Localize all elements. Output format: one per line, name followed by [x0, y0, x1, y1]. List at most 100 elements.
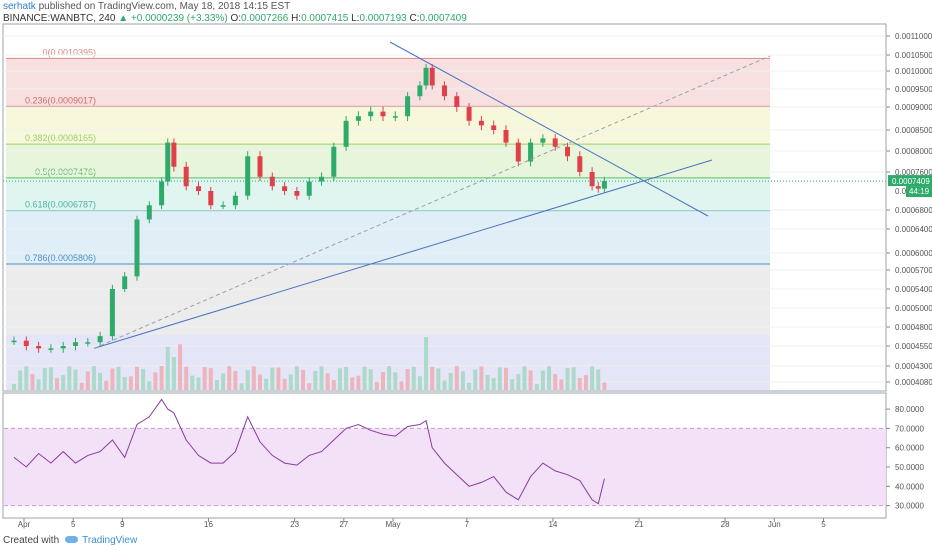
volume-bar: [442, 380, 447, 390]
candle-body: [220, 205, 226, 207]
tradingview-logo-text[interactable]: TradingView: [82, 535, 138, 546]
volume-bar: [510, 379, 515, 390]
volume-bar: [540, 370, 545, 390]
volume-bar: [48, 367, 53, 390]
price-tick-label: 0.0004800: [895, 323, 932, 332]
volume-bar: [85, 371, 90, 390]
volume-bar: [467, 382, 472, 390]
tradingview-cloud-icon: [65, 535, 79, 543]
volume-bar: [165, 346, 170, 390]
volume-bar: [264, 378, 269, 390]
created-with-text: Created with: [3, 535, 60, 546]
candle-body: [343, 120, 349, 147]
change-value: +0.0000239 (+3.33%): [130, 13, 228, 24]
volume-bar: [577, 378, 582, 390]
volume-bar: [590, 366, 595, 390]
candle-body: [552, 138, 558, 147]
candle-body: [454, 96, 460, 107]
volume-bar: [417, 376, 422, 390]
volume-bar: [454, 366, 459, 390]
candle-body: [257, 156, 263, 177]
candle-body: [269, 176, 275, 187]
candle-body: [429, 67, 435, 86]
fib-level-label: 0.786(0.0005806): [25, 253, 96, 263]
high-label: H:: [291, 13, 302, 24]
close-value: 0.0007409: [419, 13, 467, 24]
last-price-badge: [888, 175, 932, 187]
fib-level-label: 0.618(0.0006787): [25, 200, 96, 210]
author-link[interactable]: serhatk: [3, 1, 36, 12]
fib-level-label: 0(0.0010395): [42, 47, 96, 57]
time-tick-label: 23: [290, 520, 299, 529]
volume-bar: [571, 367, 576, 390]
price-tick-label: 0.0006800: [895, 206, 932, 215]
price-tick-label: 0.0010500: [895, 51, 932, 60]
candle-body: [134, 219, 140, 277]
rsi-tick-label: 30.0000: [895, 502, 924, 511]
candle-body: [23, 340, 29, 346]
candle-body: [245, 156, 251, 196]
candle-body: [294, 191, 300, 196]
price-tick-label: 0.0005700: [895, 266, 932, 275]
price-tick-label: 0.0005000: [895, 304, 932, 313]
time-tick-label: 9: [120, 520, 125, 529]
candle-body: [36, 346, 42, 349]
low-value: 0.0007193: [359, 13, 407, 24]
candle-body: [171, 142, 177, 167]
candle-body: [109, 289, 115, 337]
time-tick-label: 16: [204, 520, 213, 529]
volume-bar: [196, 377, 201, 390]
volume-bar: [301, 370, 306, 390]
open-label: O:: [230, 13, 241, 24]
price-tick-label: 0.0009500: [895, 85, 932, 94]
time-tick-label: 21: [635, 520, 644, 529]
price-tick-label: 0.0005400: [895, 285, 932, 294]
volume-bar: [350, 377, 355, 390]
volume-bar: [67, 366, 72, 390]
volume-bar: [214, 379, 219, 390]
volume-bar: [42, 367, 47, 390]
price-tick-label: 0.0004300: [895, 362, 932, 371]
candle-body: [589, 172, 595, 187]
price-tick-label: 0.0007600: [895, 168, 932, 177]
volume-bar: [522, 366, 527, 390]
symbol-label: BINANCE:WANBTC, 240: [3, 13, 116, 24]
candle-body: [577, 156, 583, 172]
volume-bar: [374, 381, 379, 390]
candle-body: [380, 111, 386, 117]
volume-bar: [516, 374, 521, 390]
volume-bar: [411, 366, 416, 390]
volume-bar: [485, 375, 490, 390]
rsi-tick-label: 40.0000: [895, 482, 924, 491]
volume-bar: [251, 366, 256, 390]
candle-body: [565, 146, 570, 157]
price-badge-prefix: 0.00: [895, 187, 911, 196]
volume-bar: [270, 367, 275, 390]
time-tick-label: 14: [548, 520, 557, 529]
open-value: 0.0007266: [241, 13, 289, 24]
candle-body: [159, 181, 165, 206]
volume-bar: [12, 384, 16, 390]
time-tick-label: 28: [721, 520, 730, 529]
volume-bar: [116, 366, 121, 390]
volume-bar: [504, 367, 508, 390]
candle-body: [11, 340, 17, 343]
volume-bar: [448, 372, 453, 390]
fib-band: [6, 58, 770, 107]
volume-bar: [18, 370, 23, 390]
volume-bar: [159, 366, 164, 390]
volume-bar: [73, 369, 78, 390]
volume-bar: [36, 379, 41, 390]
candle-body: [165, 142, 171, 182]
volume-bar: [559, 379, 564, 390]
publish-line: serhatk published on TradingView.com, Ma…: [3, 1, 290, 12]
fib-band: [6, 177, 770, 211]
published-text: published on TradingView.com, May 18, 20…: [38, 1, 291, 12]
countdown-label: 44:19: [909, 187, 930, 196]
volume-bar: [147, 381, 152, 390]
volume-bar: [276, 367, 281, 390]
volume-bar: [553, 373, 558, 390]
volume-bar: [534, 383, 539, 390]
volume-bar: [393, 372, 398, 390]
